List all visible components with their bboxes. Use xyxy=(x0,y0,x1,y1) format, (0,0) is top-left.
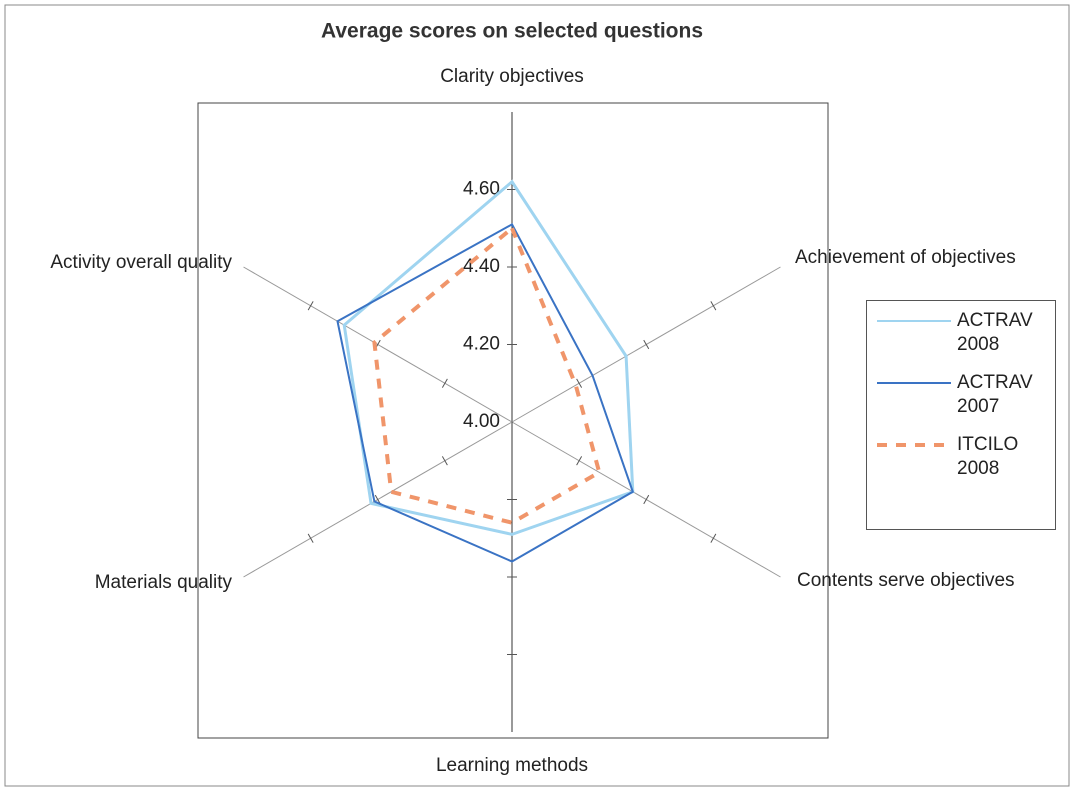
category-label: Achievement of objectives xyxy=(795,247,1016,268)
tick-mark xyxy=(441,378,448,388)
tick-mark xyxy=(710,301,717,311)
legend-item: ACTRAV 2008 xyxy=(873,309,1049,357)
category-label: Contents serve objectives xyxy=(797,570,1015,591)
tick-mark xyxy=(576,456,583,466)
category-label: Activity overall quality xyxy=(50,252,232,273)
r-tick-label: 4.20 xyxy=(463,334,500,355)
r-tick-label: 4.40 xyxy=(463,256,500,277)
tick-mark xyxy=(307,533,314,543)
category-label: Materials quality xyxy=(95,572,233,593)
legend-swatch xyxy=(877,320,951,322)
chart-title: Average scores on selected questions xyxy=(321,20,703,43)
chart-border xyxy=(4,4,1070,787)
legend-item: ITCILO 2008 xyxy=(873,433,1049,481)
tick-mark xyxy=(643,339,650,350)
legend-label: ACTRAV 2007 xyxy=(957,372,1033,417)
tick-mark xyxy=(643,494,650,505)
legend-item: ACTRAV 2007 xyxy=(873,371,1049,419)
tick-mark xyxy=(710,533,717,543)
legend-swatch xyxy=(877,443,951,447)
category-label: Clarity objectives xyxy=(440,66,584,87)
legend-label: ACTRAV 2008 xyxy=(957,310,1033,355)
legend: ACTRAV 2008 ACTRAV 2007 ITCILO 2008 xyxy=(866,300,1056,530)
r-tick-label: 4.00 xyxy=(463,411,500,432)
series-line xyxy=(342,179,635,536)
legend-swatch xyxy=(877,382,951,384)
series-line xyxy=(372,224,602,525)
tick-mark xyxy=(374,494,381,505)
tick-mark xyxy=(307,301,314,311)
plot-area xyxy=(197,102,829,739)
tick-mark xyxy=(576,378,583,388)
r-tick-label: 4.60 xyxy=(463,179,500,200)
series-line xyxy=(336,223,635,563)
tick-mark xyxy=(441,456,448,466)
category-label: Learning methods xyxy=(436,755,588,776)
legend-label: ITCILO 2008 xyxy=(957,434,1019,479)
